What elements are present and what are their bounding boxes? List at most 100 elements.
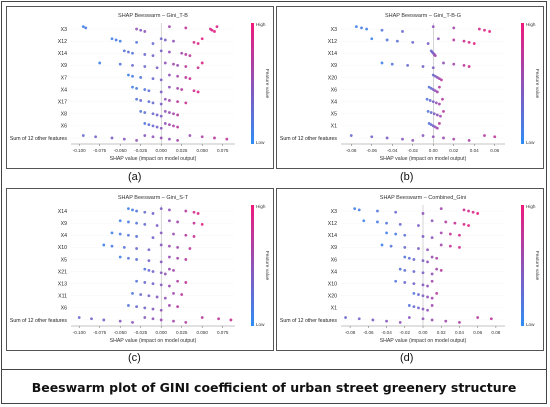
feature-label: X7 — [61, 75, 67, 81]
shap-point — [477, 27, 481, 31]
shap-point — [431, 25, 435, 29]
shap-point — [139, 76, 143, 79]
shap-point — [151, 282, 155, 286]
shap-point — [135, 247, 139, 250]
shap-point — [143, 316, 147, 319]
shap-point — [94, 135, 97, 139]
shap-point — [188, 77, 192, 81]
x-tick-label: -0.08 — [346, 148, 357, 153]
shap-point — [176, 125, 180, 129]
panel-label-a: (a) — [128, 171, 142, 183]
shap-point — [432, 112, 436, 116]
chart-title: SHAP Beeswarm – Gini_T-B — [118, 13, 188, 19]
shap-point — [143, 30, 147, 33]
shap-point — [143, 122, 147, 125]
shap-point — [421, 212, 425, 215]
shap-point — [426, 308, 429, 312]
shap-point — [168, 304, 171, 307]
shap-point — [483, 134, 486, 137]
shap-point — [430, 279, 434, 283]
shap-point — [147, 100, 151, 104]
colorbar-low-label: Low — [526, 322, 535, 327]
x-tick-label: 0.075 — [217, 148, 229, 153]
shap-point — [176, 86, 180, 90]
shap-point — [131, 51, 134, 55]
x-tick-label: -0.06 — [367, 148, 378, 153]
shap-point — [151, 212, 155, 215]
shap-point — [151, 236, 155, 240]
shap-point — [462, 63, 466, 67]
shap-point — [431, 73, 435, 77]
shap-point — [139, 99, 143, 102]
feature-label: Sum of 12 other features — [10, 318, 68, 324]
shap-point — [476, 316, 480, 319]
feature-label: Sum of 12 other features — [280, 136, 338, 142]
colorbar-low-label: Low — [526, 140, 535, 145]
shap-point — [168, 208, 171, 212]
shap-point — [467, 224, 470, 227]
shap-point — [192, 235, 196, 238]
shap-point — [127, 50, 130, 54]
shap-point — [403, 268, 407, 272]
shap-point — [159, 318, 163, 322]
shap-point — [110, 37, 114, 41]
shap-point — [196, 90, 200, 94]
x-tick-label: 0.06 — [473, 330, 482, 335]
shap-point — [483, 28, 486, 32]
colorbar — [251, 23, 254, 144]
x-tick-label: -0.100 — [73, 330, 86, 335]
shap-point — [421, 134, 425, 137]
figure-caption: Beeswarm plot of GINI coefficient of urb… — [31, 379, 517, 395]
shap-point — [176, 245, 180, 249]
x-tick-label: 0.00 — [429, 148, 438, 153]
shap-point — [143, 222, 147, 226]
shap-point — [172, 232, 175, 236]
colorbar-label: Feature value — [264, 69, 270, 99]
feature-label: X12 — [58, 39, 67, 45]
x-tick-label: -0.050 — [114, 148, 127, 153]
shap-point — [151, 42, 155, 45]
shap-point — [213, 136, 216, 140]
shap-point — [159, 283, 163, 287]
shap-point — [163, 38, 167, 42]
shap-point — [184, 233, 188, 237]
feature-label: X6 — [331, 87, 337, 93]
shap-point — [159, 271, 163, 275]
shap-point — [131, 74, 134, 78]
shap-point — [180, 88, 184, 91]
shap-point — [180, 51, 184, 55]
shap-point — [385, 38, 389, 42]
shap-point — [184, 209, 188, 213]
shap-point — [435, 256, 439, 260]
shap-point — [127, 256, 130, 260]
shap-point — [127, 304, 130, 307]
shap-point — [431, 135, 435, 139]
shap-point — [90, 317, 93, 321]
shap-point — [114, 38, 118, 42]
shap-point — [159, 243, 163, 247]
shap-point — [143, 281, 147, 284]
shap-point — [159, 126, 163, 130]
x-tick-label: 0.025 — [176, 148, 188, 153]
shap-point — [163, 109, 167, 113]
shap-point — [426, 109, 430, 113]
shap-point — [168, 73, 171, 77]
shap-point — [412, 282, 416, 286]
shap-point — [433, 54, 437, 58]
shap-point — [429, 86, 433, 90]
colorbar-high-label: High — [256, 22, 266, 27]
shap-point — [442, 109, 445, 113]
shap-point — [442, 136, 445, 140]
chart-title: SHAP Beeswarm – Gini_T-B-G — [385, 13, 461, 19]
shap-point — [147, 248, 151, 252]
shap-point — [398, 267, 402, 271]
shap-point — [163, 61, 167, 65]
feature-label: X10 — [58, 245, 67, 251]
shap-point — [196, 66, 200, 70]
shap-point — [135, 138, 139, 142]
shap-point — [371, 318, 375, 322]
panel-label-d: (d) — [400, 352, 414, 364]
shap-point — [143, 306, 147, 310]
x-tick-label: 0.02 — [437, 330, 446, 335]
shap-point — [412, 258, 416, 261]
